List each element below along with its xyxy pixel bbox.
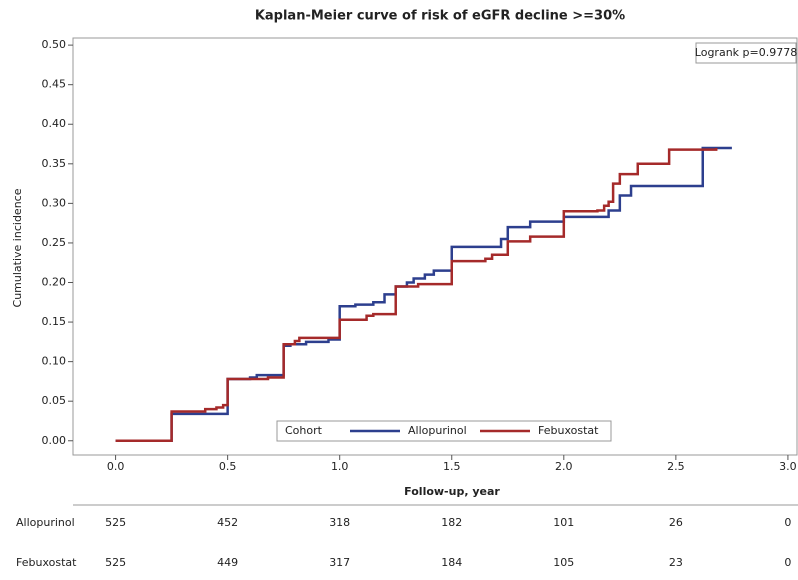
y-tick-label: 0.05 (42, 394, 67, 407)
risk-count: 318 (329, 516, 350, 529)
x-tick-label: 2.0 (555, 460, 573, 473)
y-tick-label: 0.30 (42, 196, 67, 209)
risk-count: 0 (784, 516, 791, 529)
chart-title: Kaplan-Meier curve of risk of eGFR decli… (255, 9, 625, 24)
risk-count: 525 (105, 556, 126, 569)
legend-box (276, 420, 612, 442)
legend-title: Cohort (285, 424, 323, 437)
risk-count: 26 (669, 516, 683, 529)
x-tick-label: 2.5 (667, 460, 685, 473)
y-tick-label: 0.20 (42, 276, 67, 289)
risk-row-label: Febuxostat (16, 556, 77, 569)
annotation-box (695, 42, 797, 64)
risk-count: 101 (553, 516, 574, 529)
x-tick-label: 1.5 (443, 460, 461, 473)
y-tick-label: 0.00 (42, 434, 67, 447)
x-tick-label: 3.0 (779, 460, 797, 473)
risk-count: 0 (784, 556, 791, 569)
x-tick-label: 1.0 (331, 460, 349, 473)
risk-count: 317 (329, 556, 350, 569)
y-axis-label: Cumulative incidence (11, 188, 24, 307)
km-curve (115, 147, 718, 443)
x-axis-label: Follow-up, year (404, 485, 500, 498)
y-tick-label: 0.35 (42, 157, 67, 170)
risk-count: 182 (441, 516, 462, 529)
risk-count: 449 (217, 556, 238, 569)
risk-row-label: Allopurinol (16, 516, 75, 529)
y-tick-label: 0.40 (42, 117, 67, 130)
y-tick-label: 0.10 (42, 355, 67, 368)
legend-label: Allopurinol (408, 424, 467, 437)
y-tick-label: 0.50 (42, 38, 67, 51)
risk-count: 525 (105, 516, 126, 529)
risk-count: 23 (669, 556, 683, 569)
risk-count: 452 (217, 516, 238, 529)
plot-frame (72, 37, 798, 456)
y-tick-label: 0.45 (42, 78, 67, 91)
x-tick-label: 0.5 (219, 460, 237, 473)
legend-label: Febuxostat (538, 424, 599, 437)
annotation: Logrank p=0.9778 (695, 46, 797, 59)
x-tick-label: 0.0 (107, 460, 125, 473)
risk-count: 105 (553, 556, 574, 569)
risk-count: 184 (441, 556, 462, 569)
y-tick-label: 0.25 (42, 236, 67, 249)
y-tick-label: 0.15 (42, 315, 67, 328)
